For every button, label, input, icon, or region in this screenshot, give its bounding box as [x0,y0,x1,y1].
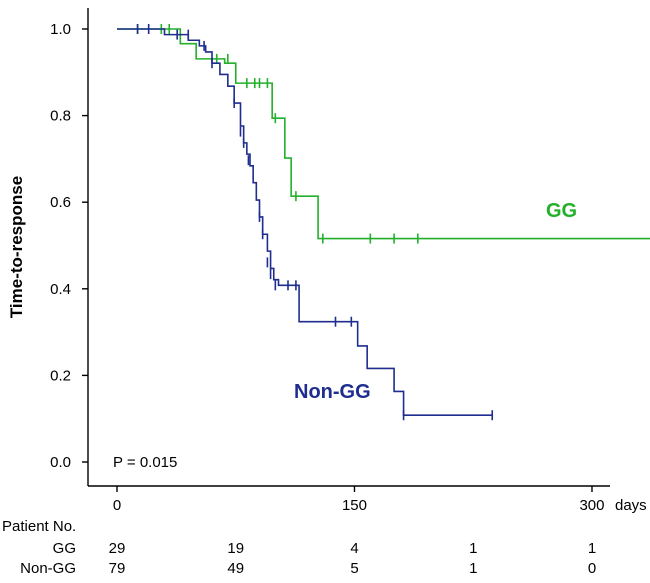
x-tick-label: 300 [579,497,604,514]
at-risk-count: 1 [588,540,596,557]
y-tick-label: 0.0 [50,454,71,471]
x-ticks: 0150300450600 [113,486,605,514]
x-unit-label: days [615,497,647,514]
at-risk-row-label: GG [53,540,76,557]
at-risk-count: 49 [227,560,244,577]
at-risk-count: 1 [469,560,477,577]
at-risk-count: 19 [227,540,244,557]
at-risk-count: 1 [469,540,477,557]
at-risk-row-label: Non-GG [20,560,76,577]
at-risk-count: 5 [350,560,358,577]
y-ticks: 0.0 0.2 0.4 0.6 0.8 1.0 [50,21,88,471]
at-risk-count: 4 [350,540,358,557]
at-risk-title: Patient No. [2,518,76,535]
at-risk-count: 0 [588,560,596,577]
km-curve-non-gg [117,28,493,417]
censor-marks-non-gg [136,24,494,421]
y-tick-label: 0.6 [50,194,71,211]
p-value-annotation: P = 0.015 [113,454,177,471]
legend-label-non-gg: Non-GG [294,381,371,403]
y-tick-label: 0.2 [50,367,71,384]
at-risk-count: 79 [109,560,126,577]
y-axis-label: Time-to-response [7,176,26,318]
legend-label-gg: GG [546,200,577,222]
series-layer [117,24,650,421]
axes [87,8,610,487]
y-tick-label: 0.8 [50,108,71,125]
y-tick-label: 0.4 [50,281,71,298]
x-tick-label: 0 [113,497,121,514]
at-risk-count: 29 [109,540,126,557]
y-tick-label: 1.0 [50,21,71,38]
x-tick-label: 150 [342,497,367,514]
